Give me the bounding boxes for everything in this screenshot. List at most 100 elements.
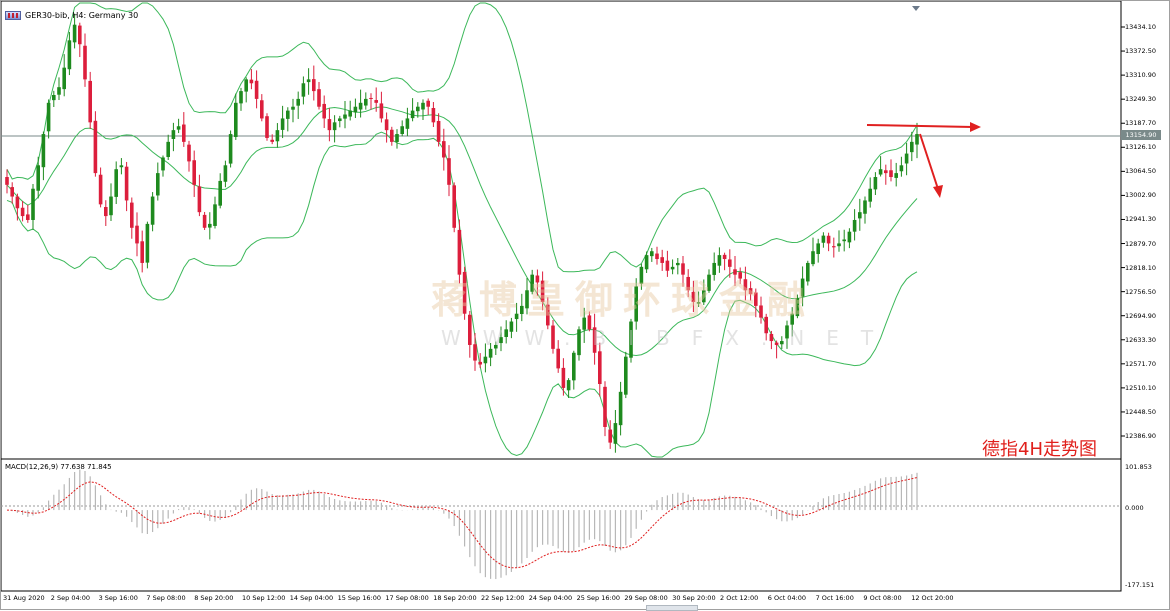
candle-body [566,380,571,391]
candle-body [390,129,394,142]
price-axis-label: 12879.70 [1125,239,1157,248]
candle-body [301,83,306,97]
time-axis-label: 9 Oct 08:00 [863,594,902,602]
candle-body [702,290,706,303]
price-axis-label: 12633.30 [1125,335,1157,344]
candle-body [223,165,228,182]
main-plot-frame [1,1,1122,460]
macd-histogram [11,469,918,580]
candle-body [202,214,207,228]
candle-body [436,120,441,142]
candle-body [884,170,888,174]
candle-body [83,45,87,80]
candle-body [608,429,612,443]
candle-body [910,141,914,153]
chart-window-icon[interactable] [5,10,21,20]
watermark-text: 蒋博皇御环球金融 [431,277,816,322]
price-axis-label: 12571.70 [1125,359,1157,368]
candle-body [327,119,332,131]
candle-body [145,223,150,263]
candle-body [525,290,529,309]
candle-body [369,97,373,99]
candle-body [577,329,581,356]
candle-body [650,251,654,257]
time-axis-label: 12 Oct 20:00 [911,594,954,602]
candle-body [197,186,202,213]
candle-body [514,313,519,320]
macd-axis-label: 101.853 [1125,463,1152,471]
candle-body [395,134,399,142]
price-axis-label: 12448.50 [1125,407,1157,416]
candle-body [592,327,597,353]
candle-body [104,207,108,217]
candle-body [176,126,181,130]
candle-body [556,348,560,369]
candle-body [691,291,696,302]
candle-body [431,108,436,123]
candle-body [140,241,144,263]
candle-body [166,141,170,157]
candle-body [852,219,857,232]
candle-body [889,170,893,178]
watermark-subtext: WWW.BIBFX.NET [441,326,896,350]
candle-body [296,98,300,106]
candle-body [239,91,243,104]
chart-tab[interactable] [646,605,698,611]
candle-body [67,40,72,70]
candle-body [114,169,118,197]
candle-body [447,158,451,185]
candle-body [598,351,602,385]
candle-body [613,423,618,444]
candlesticks [5,13,919,453]
candle-body [754,292,758,306]
candle-body [379,103,384,119]
candle-body [317,89,321,107]
candle-body [468,314,472,345]
candle-body [670,266,675,270]
candle-body [358,102,363,110]
candle-body [343,114,347,119]
candle-body [780,341,784,345]
candle-body [878,169,883,175]
price-axis-label: 13064.50 [1125,167,1157,176]
candle-body [364,98,368,106]
price-axis-label: 12510.10 [1125,383,1157,392]
chart-title-bar: GER30-bib, H4: Germany 30 [5,9,138,21]
current-price-badge: 13154.90 [1121,130,1161,140]
candle-body [260,100,264,119]
time-axis-label: 3 Sep 16:00 [98,594,138,602]
candle-body [322,103,326,119]
macd-axis-label: -177.151 [1125,581,1155,589]
candle-body [728,259,732,267]
candle-body [421,102,425,110]
candle-body [348,110,352,117]
candle-body [665,260,670,271]
candle-body [306,79,311,83]
candle-body [416,106,420,112]
candle-body [488,348,493,358]
time-axis-label: 8 Sep 20:00 [194,594,234,602]
candle-body [743,279,748,291]
candle-body [161,157,165,171]
candle-body [130,202,134,228]
candle-body [509,321,514,332]
candle-body [78,25,82,45]
candle-body [540,280,545,302]
candle-body [624,356,628,395]
candle-body [561,367,566,388]
candle-body [312,79,316,92]
candle-body [265,116,269,138]
candle-body [717,255,722,266]
macd-label: MACD(12,26,9) 77.638 71.845 [5,463,112,471]
candle-body [915,134,919,145]
candle-body [826,235,831,244]
candle-body [442,141,446,158]
candle-body [31,188,35,220]
candle-body [520,305,524,315]
price-axis-label: 13249.30 [1125,95,1157,104]
candle-body [629,321,633,358]
candle-body [551,325,555,349]
chart-shift-marker-icon[interactable] [912,6,920,11]
